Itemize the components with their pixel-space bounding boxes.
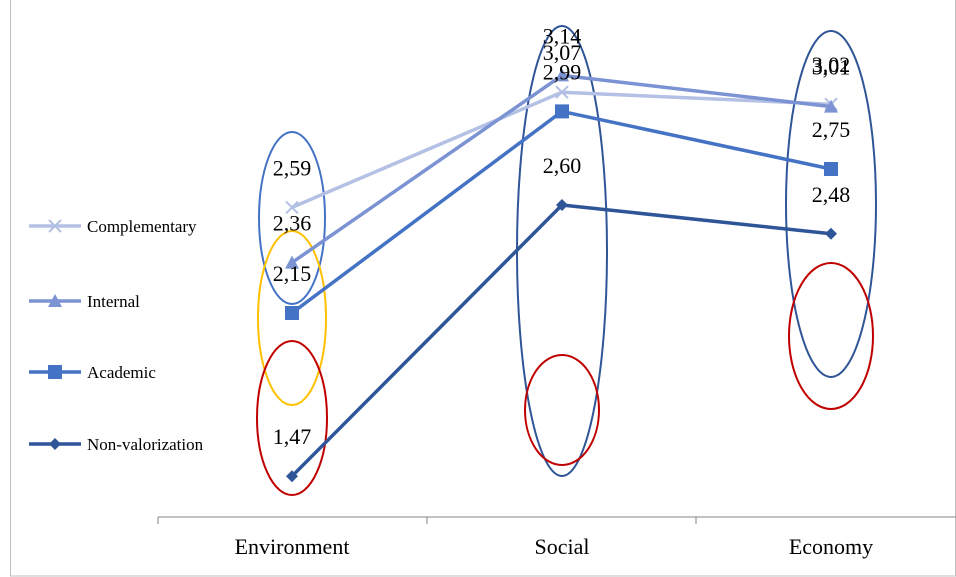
marker-diamond [49,438,61,450]
marker-triangle [555,68,569,82]
highlight-ellipse [785,30,877,378]
marker-x [555,85,569,99]
series-complementary [285,85,838,215]
marker-square [824,162,838,176]
legend-item-non-valorization: Non-valorization [29,435,204,454]
legend-label: Non-valorization [87,435,204,454]
legend-item-complementary: Complementary [29,217,197,236]
highlight-ellipse [258,131,326,305]
data-label: 1,47 [273,424,312,449]
data-label: 3,01 [812,55,851,80]
highlight-ellipse [256,340,328,496]
series-layer [285,68,838,483]
series-line-non-valorization [290,203,832,478]
legend-label: Internal [87,292,140,311]
marker-x [285,200,299,215]
x-tick-label: Environment [235,534,350,559]
marker-x-stroke [285,200,299,215]
legend-item-academic: Academic [29,363,156,382]
series-academic [285,104,838,320]
marker-x [48,219,62,233]
data-labels: 2,59 3,07 3,02 2,36 3,14 3,01 2,15 2,99 2,75 1,47… [273,23,851,449]
data-label: 2,48 [812,182,851,207]
data-label: 2,59 [273,155,312,180]
series-internal [285,68,838,269]
x-axis: Environment Social Economy [157,516,956,559]
data-label: 3,14 [543,23,582,48]
legend-label: Academic [87,363,156,382]
legend: Complementary Internal Academic Non-valoriz… [29,217,204,454]
series-non-valorization [286,199,837,483]
highlight-ellipse [257,230,327,406]
chart-frame [10,0,956,577]
highlight-ellipse [524,354,600,466]
marker-square [555,104,569,119]
data-label: 2,60 [543,153,582,178]
data-label: 2,15 [273,261,312,286]
data-label: 3,02 [812,52,851,77]
highlight-ellipse [788,262,874,410]
data-label: 3,07 [543,40,582,65]
data-label: 2,75 [812,117,851,142]
data-label: 2,36 [273,211,312,236]
marker-triangle [824,99,838,113]
legend-item-internal: Internal [29,292,140,311]
series-line-academic [290,109,832,315]
marker-x-stroke [48,219,62,233]
marker-diamond [556,199,568,211]
x-tick-label: Social [535,534,590,559]
data-label: 2,99 [543,59,582,84]
legend-label: Complementary [87,217,197,236]
x-tick-label: Economy [789,534,873,559]
marker-square [48,365,62,379]
marker-square [285,306,299,320]
marker-triangle [48,294,62,307]
marker-triangle [285,255,299,269]
marker-diamond [825,227,837,240]
marker-x-stroke [555,85,569,99]
marker-diamond [286,470,298,483]
